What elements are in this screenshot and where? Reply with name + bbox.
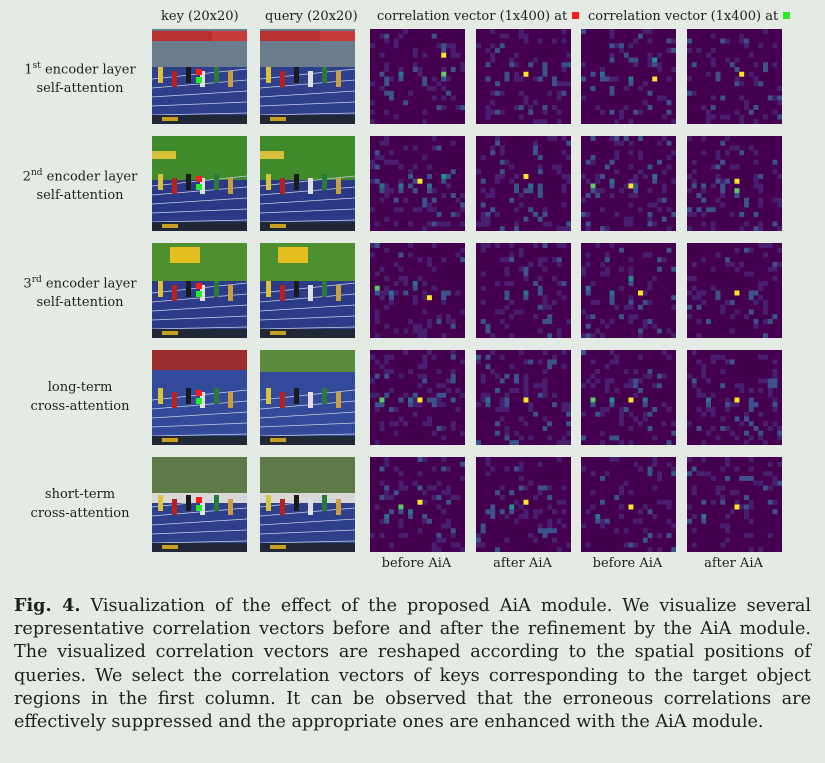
caption-text: Visualization of the effect of the propo… [14, 596, 812, 733]
row-label-2: 2nd encoder layer self-attention [10, 164, 150, 205]
query-image-row-3 [260, 243, 355, 338]
correlation-heatmap-row-3-col-1 [370, 243, 465, 338]
correlation-heatmap-row-5-col-1 [370, 457, 465, 552]
col-header-corr-green-text: correlation vector (1x400) at [588, 9, 779, 24]
key-image-row-3 [152, 243, 247, 338]
figure: key (20x20) query (20x20) correlation ve… [10, 9, 791, 571]
query-image-row-1 [260, 29, 355, 124]
footer-after-aia-2: after AiA [704, 556, 763, 571]
query-image-row-5 [260, 457, 355, 552]
key-image-row-2 [152, 136, 247, 231]
correlation-heatmap-row-1-col-4 [687, 29, 782, 124]
col-header-key: key (20x20) [161, 9, 239, 24]
red-marker-icon [572, 12, 580, 19]
col-header-corr-green: correlation vector (1x400) at [588, 9, 791, 24]
row-label-5: short-term cross-attention [10, 485, 150, 523]
row-label-line2: self-attention [36, 295, 124, 311]
row-label-number: 1 [24, 62, 33, 78]
key-image-row-4 [152, 350, 247, 445]
correlation-heatmap-row-1-col-3 [581, 29, 676, 124]
footer-before-aia-2: before AiA [592, 556, 663, 571]
key-image-row-1 [152, 29, 247, 124]
footer-before-aia-1: before AiA [381, 556, 452, 571]
correlation-heatmap-row-5-col-2 [476, 457, 571, 552]
row-label-line2: cross-attention [30, 506, 130, 521]
correlation-heatmap-row-2-col-1 [370, 136, 465, 231]
correlation-heatmap-row-4-col-1 [370, 350, 465, 445]
caption-label: Fig. 4. [14, 595, 81, 616]
correlation-heatmap-row-4-col-3 [581, 350, 676, 445]
row-label-line2: cross-attention [30, 399, 130, 414]
correlation-heatmap-row-4-col-4 [687, 350, 782, 445]
correlation-heatmap-row-1-col-1 [370, 29, 465, 124]
query-image-row-2 [260, 136, 355, 231]
row-label-line1: 2nd encoder layer [10, 164, 150, 186]
row-label-3: 3rd encoder layer self-attention [10, 271, 150, 312]
row-label-text: encoder layer [42, 169, 138, 185]
row-label-1: 1st encoder layer self-attention [10, 57, 150, 98]
row-label-ordinal: nd [30, 168, 43, 178]
correlation-heatmap-row-3-col-4 [687, 243, 782, 338]
row-label-line1: 3rd encoder layer [10, 271, 150, 293]
row-label-text: encoder layer [41, 276, 137, 292]
row-label-ordinal: st [32, 61, 41, 71]
footer-after-aia-1: after AiA [493, 556, 552, 571]
row-label-ordinal: rd [31, 275, 42, 285]
correlation-heatmap-row-3-col-3 [581, 243, 676, 338]
row-label-4: long-term cross-attention [10, 378, 150, 416]
row-label-line2: self-attention [36, 188, 124, 204]
row-label-line1: 1st encoder layer [10, 57, 150, 79]
query-image-row-4 [260, 350, 355, 445]
col-header-corr-red: correlation vector (1x400) at [377, 9, 580, 24]
correlation-heatmap-row-2-col-3 [581, 136, 676, 231]
correlation-heatmap-row-3-col-2 [476, 243, 571, 338]
row-label-line1: long-term [10, 378, 150, 397]
col-header-corr-red-text: correlation vector (1x400) at [377, 9, 568, 24]
correlation-heatmap-row-4-col-2 [476, 350, 571, 445]
correlation-heatmap-row-5-col-3 [581, 457, 676, 552]
col-header-query: query (20x20) [265, 9, 358, 24]
row-label-line1: short-term [10, 485, 150, 504]
row-label-line2: self-attention [36, 81, 124, 97]
row-label-text: encoder layer [40, 62, 136, 78]
figure-caption: Fig. 4. Visualization of the effect of t… [14, 594, 811, 734]
correlation-heatmap-row-5-col-4 [687, 457, 782, 552]
green-marker-icon [783, 12, 791, 19]
row-label-text: long-term [47, 380, 113, 395]
row-label-number: 2 [22, 169, 31, 185]
key-image-row-5 [152, 457, 247, 552]
correlation-heatmap-row-2-col-2 [476, 136, 571, 231]
row-label-text: short-term [44, 487, 116, 502]
row-label-number: 3 [23, 276, 32, 292]
correlation-heatmap-row-2-col-4 [687, 136, 782, 231]
correlation-heatmap-row-1-col-2 [476, 29, 571, 124]
